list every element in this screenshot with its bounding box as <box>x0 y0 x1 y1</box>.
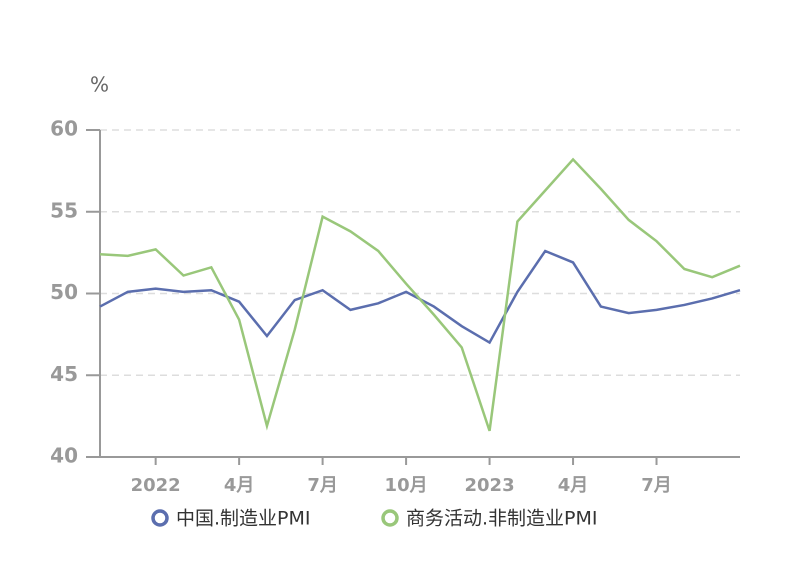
x-tick-label: 2022 <box>131 475 181 496</box>
legend-label: 中国.制造业PMI <box>176 508 311 530</box>
x-tick-label: 7月 <box>307 475 338 496</box>
x-tick-label: 4月 <box>558 475 589 496</box>
legend-marker <box>381 509 399 527</box>
x-tick-label: 2023 <box>465 475 515 496</box>
legend-marker <box>151 509 169 527</box>
line <box>99 157 741 432</box>
y-tick-label: 60 <box>50 117 78 141</box>
x-tick-label: 4月 <box>224 475 255 496</box>
y-tick-label: 45 <box>50 362 78 386</box>
line <box>99 249 741 345</box>
legend-label: 商务活动.非制造业PMI <box>406 508 598 530</box>
y-tick-label: 55 <box>50 198 78 222</box>
y-tick-label: 50 <box>50 280 78 304</box>
y-unit: % <box>90 73 109 97</box>
x-tick-label: 7月 <box>641 475 672 496</box>
x-tick-label: 10月 <box>385 475 428 496</box>
y-tick-label: 40 <box>50 444 78 468</box>
